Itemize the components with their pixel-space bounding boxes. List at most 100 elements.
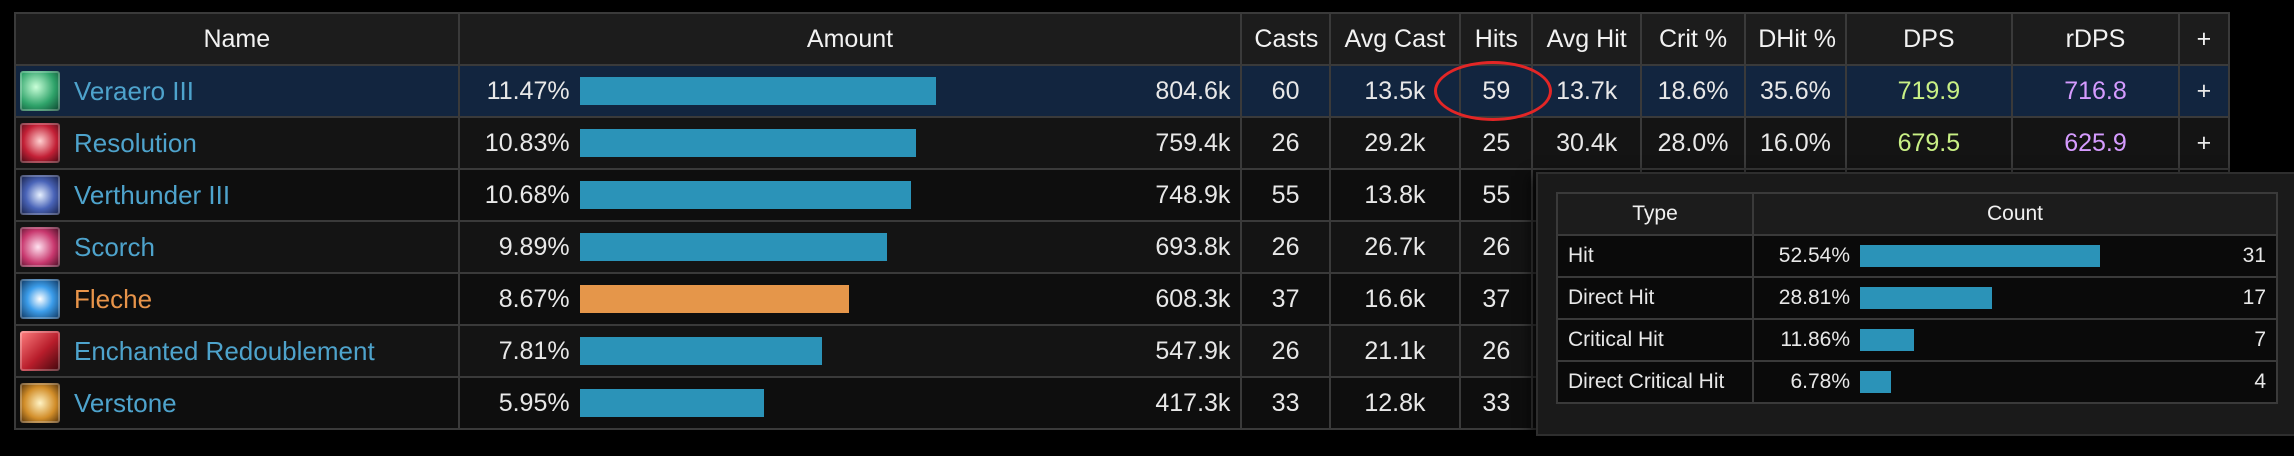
- ability-name-link[interactable]: Enchanted Redoublement: [74, 335, 375, 366]
- hit-type-bar: [1860, 371, 1891, 393]
- redoublement-icon: [20, 331, 60, 371]
- row-add-button[interactable]: +: [2177, 64, 2231, 118]
- amount-wrap: 11.47% 804.6k: [470, 76, 1231, 106]
- amount-wrap: 5.95% 417.3k: [470, 388, 1230, 418]
- column-header-crit[interactable]: Crit %: [1639, 12, 1747, 66]
- hit-type-bar-track: [1860, 245, 2160, 267]
- hit-type-percent: 28.81%: [1778, 286, 1850, 309]
- name-cell: Verthunder III: [14, 168, 460, 222]
- name-cell: Resolution: [14, 116, 460, 170]
- name-cell: Veraero III: [14, 64, 460, 118]
- hits-cell: 55: [1459, 168, 1534, 222]
- ability-name-link[interactable]: Resolution: [74, 127, 197, 158]
- amount-bar: [579, 181, 912, 209]
- amount-cell: 11.47% 804.6k: [457, 64, 1243, 118]
- amount-percent: 10.83%: [484, 128, 570, 157]
- casts-cell: 26: [1240, 220, 1331, 274]
- amount-cell: 10.68% 748.9k: [457, 168, 1243, 222]
- rdps-cell: 625.9: [2011, 116, 2180, 170]
- amount-bar-track: [579, 233, 1106, 261]
- hits-cell: 26: [1459, 324, 1534, 378]
- hit-count-wrap: 28.81% 17: [1764, 286, 2266, 310]
- hits-cell: 33: [1459, 376, 1534, 430]
- name-cell: Fleche: [14, 272, 460, 326]
- dps-cell: 719.9: [1844, 64, 2014, 118]
- popup-header-count: Count: [1752, 192, 2278, 236]
- hit-type-label: Direct Critical Hit: [1556, 360, 1754, 404]
- name-wrap: Veraero III: [20, 71, 446, 111]
- amount-value: 693.8k: [1155, 232, 1231, 261]
- avg-cast-cell: 29.2k: [1328, 116, 1462, 170]
- column-header-dps[interactable]: DPS: [1844, 12, 2014, 66]
- amount-cell: 8.67% 608.3k: [457, 272, 1243, 326]
- hits-cell: 26: [1459, 220, 1534, 274]
- amount-value: 804.6k: [1155, 76, 1231, 105]
- amount-value: 608.3k: [1155, 284, 1231, 313]
- name-cell: Enchanted Redoublement: [14, 324, 460, 378]
- amount-bar-track: [579, 181, 1106, 209]
- amount-percent: 5.95%: [498, 388, 570, 417]
- column-header-avg-cast[interactable]: Avg Cast: [1328, 12, 1462, 66]
- ability-name-link[interactable]: Veraero III: [74, 75, 194, 106]
- name-wrap: Fleche: [20, 279, 446, 319]
- ability-name-link[interactable]: Verthunder III: [74, 179, 231, 210]
- crit-cell: 18.6%: [1639, 64, 1747, 118]
- hit-type-bar-track: [1860, 371, 2160, 393]
- avg-cast-cell: 26.7k: [1328, 220, 1462, 274]
- column-header-name[interactable]: Name: [14, 12, 460, 66]
- hit-type-count: 7: [2254, 328, 2266, 351]
- ability-name-link[interactable]: Scorch: [74, 231, 155, 262]
- column-header-amount[interactable]: Amount: [457, 12, 1243, 66]
- amount-bar: [579, 389, 765, 417]
- avg-hit-cell: 30.4k: [1531, 116, 1642, 170]
- crit-cell: 28.0%: [1639, 116, 1747, 170]
- ability-name-link[interactable]: Verstone: [74, 387, 177, 418]
- verstone-icon: [20, 383, 60, 423]
- avg-cast-cell: 13.8k: [1328, 168, 1462, 222]
- hit-type-count-cell: 52.54% 31: [1752, 234, 2278, 278]
- casts-cell: 26: [1240, 116, 1331, 170]
- name-wrap: Verstone: [20, 383, 446, 423]
- add-column-button[interactable]: +: [2177, 12, 2231, 66]
- casts-cell: 55: [1240, 168, 1331, 222]
- amount-bar-track: [579, 337, 1106, 365]
- amount-value: 547.9k: [1155, 336, 1231, 365]
- fleche-icon: [20, 279, 60, 319]
- hit-type-label: Direct Hit: [1556, 276, 1754, 320]
- dhit-cell: 35.6%: [1744, 64, 1847, 118]
- amount-percent: 10.68%: [484, 180, 570, 209]
- hits-cell: 25: [1459, 116, 1534, 170]
- name-wrap: Resolution: [20, 123, 446, 163]
- amount-wrap: 7.81% 547.9k: [470, 336, 1231, 366]
- hit-type-count: 17: [2242, 286, 2266, 309]
- amount-wrap: 10.68% 748.9k: [470, 180, 1231, 210]
- name-wrap: Scorch: [20, 227, 446, 267]
- column-header-avg-hit[interactable]: Avg Hit: [1531, 12, 1642, 66]
- hit-type-bar: [1860, 245, 2100, 267]
- column-header-hits[interactable]: Hits: [1459, 12, 1534, 66]
- scorch-icon: [20, 227, 60, 267]
- table-row[interactable]: Resolution 10.83% 759.4k 26 29.2k 25 30.4k 28.0…: [14, 116, 2231, 170]
- column-header-casts[interactable]: Casts: [1240, 12, 1331, 66]
- casts-cell: 60: [1240, 64, 1331, 118]
- dhit-cell: 16.0%: [1744, 116, 1847, 170]
- column-header-dhit[interactable]: DHit %: [1744, 12, 1847, 66]
- hit-type-count-cell: 11.86% 7: [1752, 318, 2278, 362]
- ability-name-link[interactable]: Fleche: [74, 283, 153, 314]
- avg-cast-cell: 21.1k: [1328, 324, 1462, 378]
- name-cell: Verstone: [14, 376, 460, 430]
- amount-bar: [579, 129, 917, 157]
- amount-cell: 9.89% 693.8k: [457, 220, 1243, 274]
- table-row[interactable]: Veraero III 11.47% 804.6k 60 13.5k 59 13.7k 18.…: [14, 64, 2231, 118]
- row-add-button[interactable]: +: [2177, 116, 2231, 170]
- column-header-rdps[interactable]: rDPS: [2011, 12, 2180, 66]
- hit-count-wrap: 11.86% 7: [1764, 328, 2266, 352]
- hits-cell: 59: [1459, 64, 1534, 118]
- hit-type-bar: [1860, 329, 1915, 351]
- hit-type-bar-track: [1860, 329, 2160, 351]
- amount-bar-track: [579, 77, 1106, 105]
- amount-value: 748.9k: [1155, 180, 1231, 209]
- amount-bar-track: [579, 285, 1106, 313]
- amount-percent: 8.67%: [498, 284, 570, 313]
- amount-bar: [579, 77, 937, 105]
